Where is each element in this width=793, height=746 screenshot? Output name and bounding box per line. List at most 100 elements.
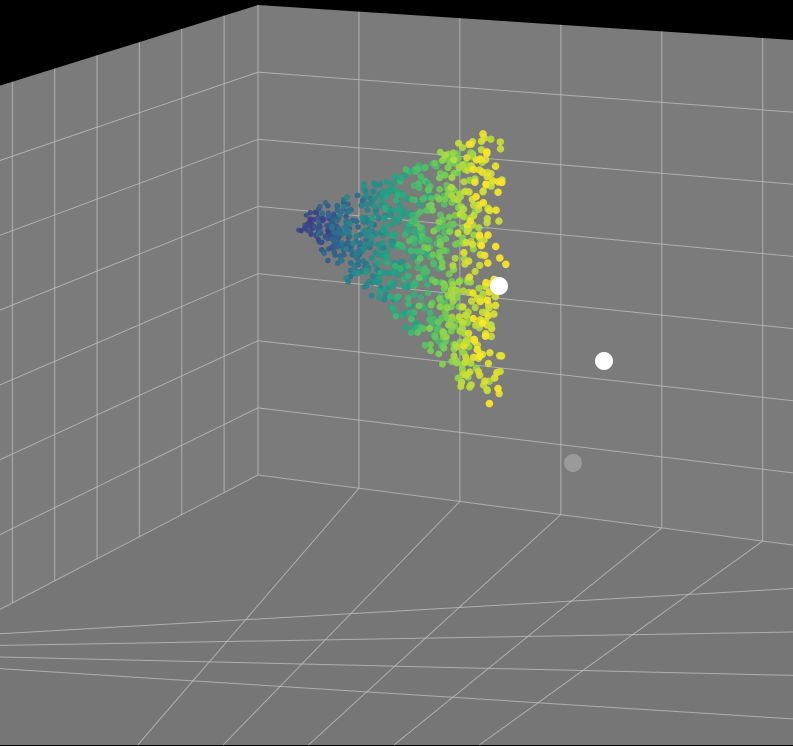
scatter-point [354, 270, 361, 277]
scatter-point [315, 214, 321, 221]
scatter-point [434, 318, 442, 326]
scatter-point [383, 259, 391, 267]
scatter-point [484, 259, 492, 267]
scatter-point [369, 273, 376, 279]
scatter-point [455, 163, 463, 172]
scatter-point [388, 242, 395, 249]
left-pane [0, 5, 258, 610]
scatter-point [458, 348, 467, 356]
scatter-point [392, 313, 400, 320]
back-grid-h [257, 71, 793, 113]
scatter-point [392, 197, 400, 204]
scatter-point [502, 260, 510, 269]
scatter-point [475, 224, 483, 232]
scatter-point [427, 195, 435, 202]
scatter-point [462, 371, 470, 379]
scatter-point [471, 178, 479, 186]
left-grid-h [0, 138, 259, 236]
scatter-point [451, 240, 459, 248]
scatter-point [410, 253, 417, 261]
scatter-point [415, 302, 423, 310]
scatter-point [383, 179, 390, 186]
scatter-point [441, 282, 449, 290]
scatter-point [479, 199, 488, 207]
scatter-point [485, 206, 494, 215]
scatter-point [436, 174, 443, 182]
scatter-point [492, 206, 500, 214]
scatter-point [469, 150, 477, 158]
scatter-point [311, 223, 317, 229]
scatter-point [473, 345, 482, 354]
scatter-point [478, 308, 487, 316]
scatter-point [414, 329, 422, 336]
scatter-point [463, 154, 471, 162]
scatter-point [411, 228, 419, 235]
grid-lines [0, 5, 793, 746]
scatter-point [471, 267, 479, 276]
scatter-point [405, 237, 413, 245]
scatter-point [368, 255, 375, 262]
scatter-point [312, 209, 318, 216]
scatter-point [466, 383, 474, 391]
highlight-points [490, 277, 613, 472]
scatter-point [401, 309, 408, 316]
back-grid-h [257, 407, 793, 474]
scatter-point [429, 251, 437, 258]
scatter-point [450, 156, 458, 164]
scatter-point [491, 162, 500, 170]
scatter-point [440, 247, 448, 254]
scatter-point [470, 231, 478, 239]
scatter-point [345, 279, 352, 285]
scatter-point [298, 228, 304, 234]
scatter-point [481, 332, 490, 341]
scatter-point [487, 332, 495, 341]
scatter-point [316, 223, 323, 229]
scatter-point [424, 281, 431, 288]
scatter-point [487, 321, 495, 329]
scatter-point [430, 227, 438, 235]
scatter-point [346, 220, 353, 227]
scatter-point [416, 201, 424, 208]
scatter-point [352, 217, 359, 224]
scatter-point [443, 304, 451, 312]
scatter-point [375, 259, 382, 266]
back-grid-h [257, 138, 793, 185]
scatter-point [307, 210, 313, 216]
scatter-point [458, 325, 466, 333]
scatter-point [490, 310, 498, 318]
scatter-point [370, 180, 378, 187]
scatter-point [430, 260, 438, 268]
scatter-point [346, 209, 352, 215]
scatter-point [471, 304, 479, 312]
scatter-point [380, 188, 387, 195]
scatter-point [441, 151, 449, 159]
scatter-point [355, 224, 361, 230]
scatter-point [410, 291, 418, 298]
scatter-point [411, 196, 419, 204]
scatter-point [388, 181, 395, 188]
scatter-point [344, 194, 350, 201]
scatter-point [435, 195, 443, 203]
scatter-point [375, 215, 382, 222]
scatter-point [343, 229, 350, 236]
scatter-point [325, 213, 332, 219]
scatter-point [478, 168, 487, 176]
scatter-point [459, 287, 467, 295]
highlight-marker-3 [564, 454, 582, 472]
scatter-point [449, 149, 457, 157]
scatter-point [404, 272, 412, 280]
scatter-point [465, 257, 473, 265]
scatter-point [465, 273, 474, 281]
scatter-point [482, 180, 490, 188]
scatter-point [421, 265, 428, 273]
back-pane [258, 5, 793, 545]
scatter-point [463, 227, 471, 236]
scatter-point [454, 229, 462, 237]
scatter-point [412, 319, 420, 327]
scatter-point [325, 228, 331, 234]
scatter-point [467, 359, 475, 367]
scatter-point [375, 251, 382, 258]
scatter-point [481, 377, 489, 386]
scatter-point [366, 229, 373, 236]
